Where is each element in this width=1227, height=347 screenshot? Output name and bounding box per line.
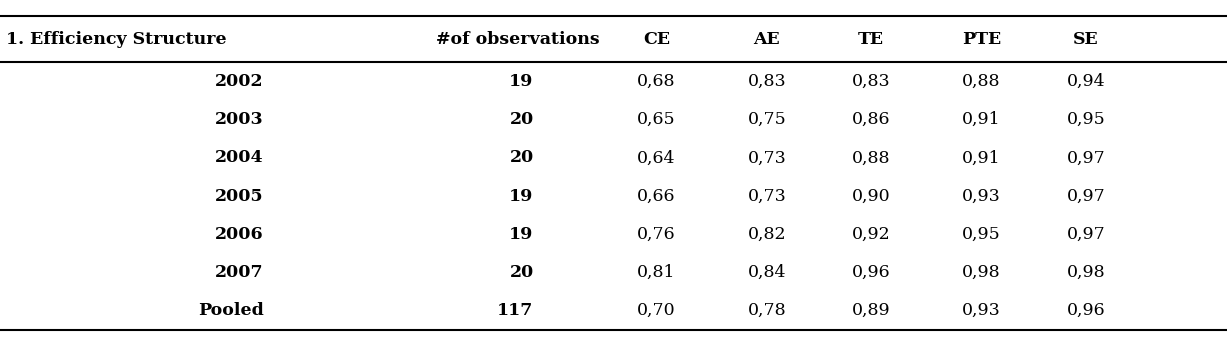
Text: AE: AE — [753, 31, 780, 48]
Text: 0,88: 0,88 — [962, 73, 1001, 90]
Text: 2007: 2007 — [215, 264, 264, 281]
Text: 0,95: 0,95 — [1066, 111, 1106, 128]
Text: 0,64: 0,64 — [637, 150, 676, 166]
Text: 0,89: 0,89 — [852, 302, 891, 319]
Text: 0,97: 0,97 — [1066, 226, 1106, 243]
Text: 0,82: 0,82 — [747, 226, 787, 243]
Text: 0,97: 0,97 — [1066, 188, 1106, 204]
Text: #of observations: #of observations — [436, 31, 599, 48]
Text: CE: CE — [643, 31, 670, 48]
Text: 0,83: 0,83 — [852, 73, 891, 90]
Text: 0,81: 0,81 — [637, 264, 676, 281]
Text: 19: 19 — [509, 226, 534, 243]
Text: 0,83: 0,83 — [747, 73, 787, 90]
Text: 0,75: 0,75 — [747, 111, 787, 128]
Text: 19: 19 — [509, 188, 534, 204]
Text: 0,94: 0,94 — [1066, 73, 1106, 90]
Text: 0,96: 0,96 — [852, 264, 891, 281]
Text: SE: SE — [1074, 31, 1098, 48]
Text: 2003: 2003 — [215, 111, 264, 128]
Text: 0,84: 0,84 — [747, 264, 787, 281]
Text: 0,88: 0,88 — [852, 150, 891, 166]
Text: 20: 20 — [509, 150, 534, 166]
Text: TE: TE — [858, 31, 885, 48]
Text: 0,91: 0,91 — [962, 111, 1001, 128]
Text: 0,93: 0,93 — [962, 188, 1001, 204]
Text: 0,65: 0,65 — [637, 111, 676, 128]
Text: Pooled: Pooled — [198, 302, 264, 319]
Text: 0,78: 0,78 — [747, 302, 787, 319]
Text: 0,95: 0,95 — [962, 226, 1001, 243]
Text: 0,91: 0,91 — [962, 150, 1001, 166]
Text: 0,93: 0,93 — [962, 302, 1001, 319]
Text: 2004: 2004 — [215, 150, 264, 166]
Text: 0,86: 0,86 — [852, 111, 891, 128]
Text: 0,92: 0,92 — [852, 226, 891, 243]
Text: 0,98: 0,98 — [1066, 264, 1106, 281]
Text: 20: 20 — [509, 264, 534, 281]
Text: 0,90: 0,90 — [852, 188, 891, 204]
Text: 0,66: 0,66 — [637, 188, 676, 204]
Text: 20: 20 — [509, 111, 534, 128]
Text: 117: 117 — [497, 302, 534, 319]
Text: 2002: 2002 — [215, 73, 264, 90]
Text: 0,76: 0,76 — [637, 226, 676, 243]
Text: 19: 19 — [509, 73, 534, 90]
Text: 0,68: 0,68 — [637, 73, 676, 90]
Text: 2005: 2005 — [215, 188, 264, 204]
Text: 0,97: 0,97 — [1066, 150, 1106, 166]
Text: PTE: PTE — [962, 31, 1001, 48]
Text: 2006: 2006 — [215, 226, 264, 243]
Text: 0,96: 0,96 — [1066, 302, 1106, 319]
Text: 0,73: 0,73 — [747, 150, 787, 166]
Text: 0,98: 0,98 — [962, 264, 1001, 281]
Text: 0,73: 0,73 — [747, 188, 787, 204]
Text: 1. Efficiency Structure: 1. Efficiency Structure — [6, 31, 227, 48]
Text: 0,70: 0,70 — [637, 302, 676, 319]
